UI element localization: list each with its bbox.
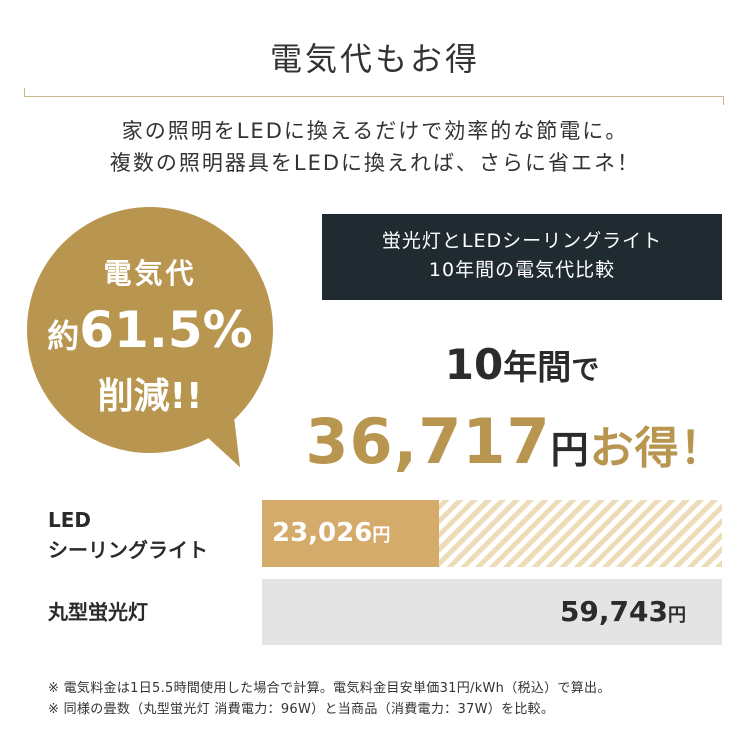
note-2: ※ 同様の畳数（丸型蛍光灯 消費電力：96W）と当商品（消費電力：37W）を比較… [48,702,555,717]
years-value: 10 [444,340,504,389]
savings-yen: 円 [550,428,590,472]
years-unit: 年間 [503,348,572,388]
years-particle: で [571,353,600,386]
led-bar-value: 23,026 [272,518,373,548]
comparison-title-box: 蛍光灯とLEDシーリングライト 10年間の電気代比較 [322,214,722,300]
bubble-percent-value: 61.5% [79,301,253,359]
savings-amount: 36,717 [305,405,551,478]
headline-savings: 36,717円お得！ [300,405,730,478]
bubble-percent: 約61.5% [27,300,273,366]
comparison-title-1: 蛍光灯とLEDシーリングライト [381,230,663,252]
fluorescent-label: 丸型蛍光灯 [48,600,148,624]
bubble-line-1: 電気代 [103,257,197,290]
intro-line-2: 複数の照明器具をLEDに換えれば、さらに省エネ！ [109,151,641,175]
led-bar-yen: 円 [372,525,391,546]
savings-bubble [27,207,273,453]
title-divider [24,88,724,105]
page-title: 電気代もお得 [269,40,480,78]
bubble-prefix: 約 [47,317,80,355]
led-label: LED シーリングライト [48,505,208,565]
led-label-line-1: LED [48,508,92,532]
savings-otoku: お得！ [589,423,725,474]
headline-years: 10年間で [322,340,722,389]
fluorescent-bar: 59,743円 [262,579,722,645]
intro-line-1: 家の照明をLEDに換えるだけで効率的な節電に。 [121,119,629,143]
led-label-line-2: シーリングライト [48,538,208,562]
fluorescent-bar-yen: 円 [668,605,686,626]
note-1: ※ 電気料金は1日5.5時間使用した場合で計算。電気料金目安単価31円/kWh（… [48,681,611,696]
fluorescent-bar-value: 59,743 [559,595,668,628]
comparison-title-2: 10年間の電気代比較 [428,259,616,281]
bubble-line-3: 削減!! [97,376,203,417]
led-bar: 23,026円 [262,500,439,567]
